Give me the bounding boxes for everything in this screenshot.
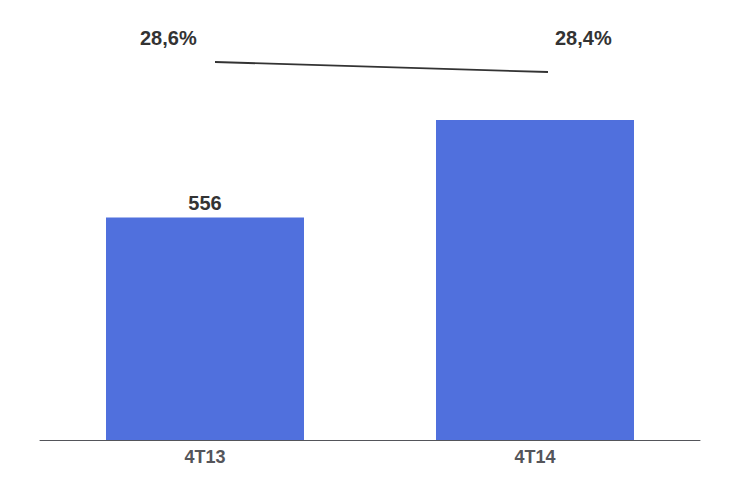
svg-text:28,6%: 28,6%: [140, 27, 197, 49]
svg-text:556: 556: [188, 192, 221, 214]
svg-text:28,4%: 28,4%: [555, 27, 612, 49]
svg-text:4T14: 4T14: [514, 447, 555, 467]
svg-text:4T13: 4T13: [184, 447, 225, 467]
